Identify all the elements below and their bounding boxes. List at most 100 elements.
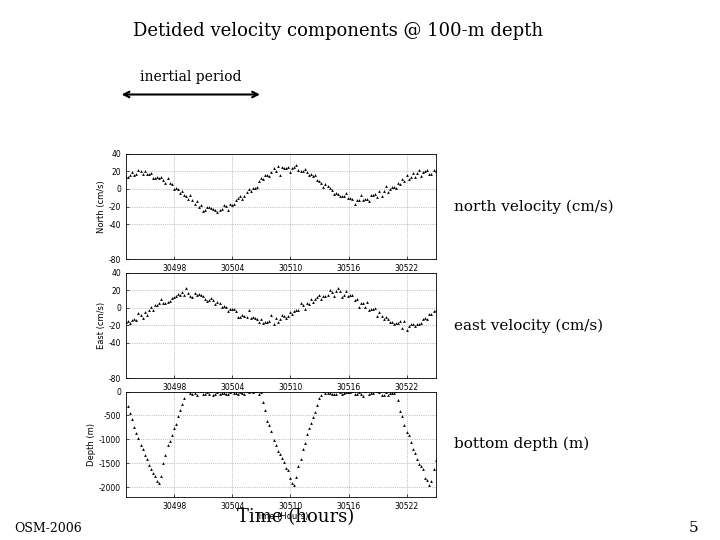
Point bbox=[310, 407, 321, 416]
Point bbox=[230, 306, 242, 315]
Point bbox=[249, 386, 261, 395]
Point bbox=[197, 292, 209, 301]
Point bbox=[294, 167, 306, 176]
Point bbox=[222, 307, 233, 315]
Point bbox=[334, 192, 346, 201]
Point bbox=[411, 169, 423, 178]
Point bbox=[397, 323, 408, 332]
Point bbox=[158, 459, 169, 468]
Point bbox=[361, 298, 373, 306]
Point bbox=[413, 166, 425, 174]
Point bbox=[276, 454, 287, 462]
Point bbox=[195, 291, 207, 299]
Point bbox=[199, 294, 211, 303]
Point bbox=[282, 163, 294, 172]
Point bbox=[347, 291, 359, 299]
Point bbox=[228, 200, 240, 208]
Point bbox=[148, 468, 159, 477]
Point bbox=[374, 187, 385, 195]
Point bbox=[129, 423, 140, 432]
Text: 5: 5 bbox=[689, 521, 698, 535]
Point bbox=[330, 287, 341, 295]
Point bbox=[135, 311, 146, 320]
Point bbox=[312, 176, 323, 185]
Point bbox=[143, 305, 155, 314]
Point bbox=[230, 195, 242, 204]
Point bbox=[203, 202, 215, 211]
Point bbox=[276, 163, 287, 171]
Point bbox=[366, 191, 377, 200]
Point bbox=[345, 291, 356, 299]
Point bbox=[291, 161, 302, 170]
Point bbox=[301, 430, 312, 438]
Point bbox=[420, 167, 431, 176]
Point bbox=[293, 462, 305, 470]
Point bbox=[341, 189, 352, 198]
Point bbox=[166, 430, 177, 439]
Point bbox=[315, 178, 327, 187]
Point bbox=[228, 388, 240, 397]
Point bbox=[322, 291, 333, 300]
Point bbox=[421, 315, 433, 323]
Point bbox=[238, 389, 250, 398]
Point bbox=[351, 294, 362, 303]
Point bbox=[313, 291, 325, 299]
Point bbox=[326, 186, 338, 194]
Point bbox=[402, 174, 414, 183]
Point bbox=[409, 449, 420, 457]
Point bbox=[411, 455, 423, 463]
Point bbox=[160, 451, 171, 460]
Point bbox=[318, 387, 329, 395]
Point bbox=[428, 166, 439, 175]
Point bbox=[380, 181, 392, 190]
Point bbox=[203, 389, 215, 398]
Point bbox=[405, 437, 416, 446]
Point bbox=[418, 314, 429, 323]
Point bbox=[139, 308, 150, 317]
Point bbox=[170, 419, 181, 428]
Text: Time (hours): Time (hours) bbox=[237, 509, 354, 526]
Point bbox=[280, 314, 292, 322]
Point bbox=[243, 306, 254, 314]
Point bbox=[272, 162, 284, 171]
Point bbox=[127, 415, 138, 423]
Point bbox=[179, 291, 190, 300]
Point bbox=[261, 416, 273, 425]
Point bbox=[151, 476, 163, 485]
Point bbox=[183, 288, 194, 297]
Point bbox=[392, 319, 404, 327]
Point bbox=[245, 387, 256, 395]
Point bbox=[264, 316, 275, 325]
Point bbox=[191, 197, 202, 205]
Point bbox=[364, 389, 375, 398]
Point bbox=[247, 184, 258, 192]
Point bbox=[289, 163, 300, 171]
Point bbox=[222, 389, 233, 398]
Point bbox=[237, 310, 248, 319]
Point bbox=[305, 169, 317, 178]
Point bbox=[328, 390, 340, 399]
Point bbox=[259, 318, 271, 326]
Point bbox=[332, 385, 343, 394]
Point bbox=[176, 287, 188, 296]
Point bbox=[284, 167, 296, 176]
Point bbox=[287, 164, 298, 172]
Point bbox=[270, 314, 282, 322]
Point bbox=[130, 316, 142, 325]
Point bbox=[162, 441, 174, 449]
Point bbox=[183, 194, 194, 203]
Point bbox=[326, 389, 338, 398]
Point bbox=[226, 200, 238, 209]
Point bbox=[214, 206, 225, 214]
Point bbox=[257, 398, 269, 407]
Point bbox=[367, 305, 379, 314]
Point bbox=[411, 320, 423, 328]
Point bbox=[186, 196, 198, 205]
Point bbox=[310, 295, 321, 303]
Point bbox=[364, 306, 375, 314]
Point bbox=[315, 391, 327, 400]
Point bbox=[202, 297, 213, 306]
Point bbox=[318, 183, 329, 191]
Point bbox=[289, 306, 300, 315]
Point bbox=[338, 388, 350, 397]
